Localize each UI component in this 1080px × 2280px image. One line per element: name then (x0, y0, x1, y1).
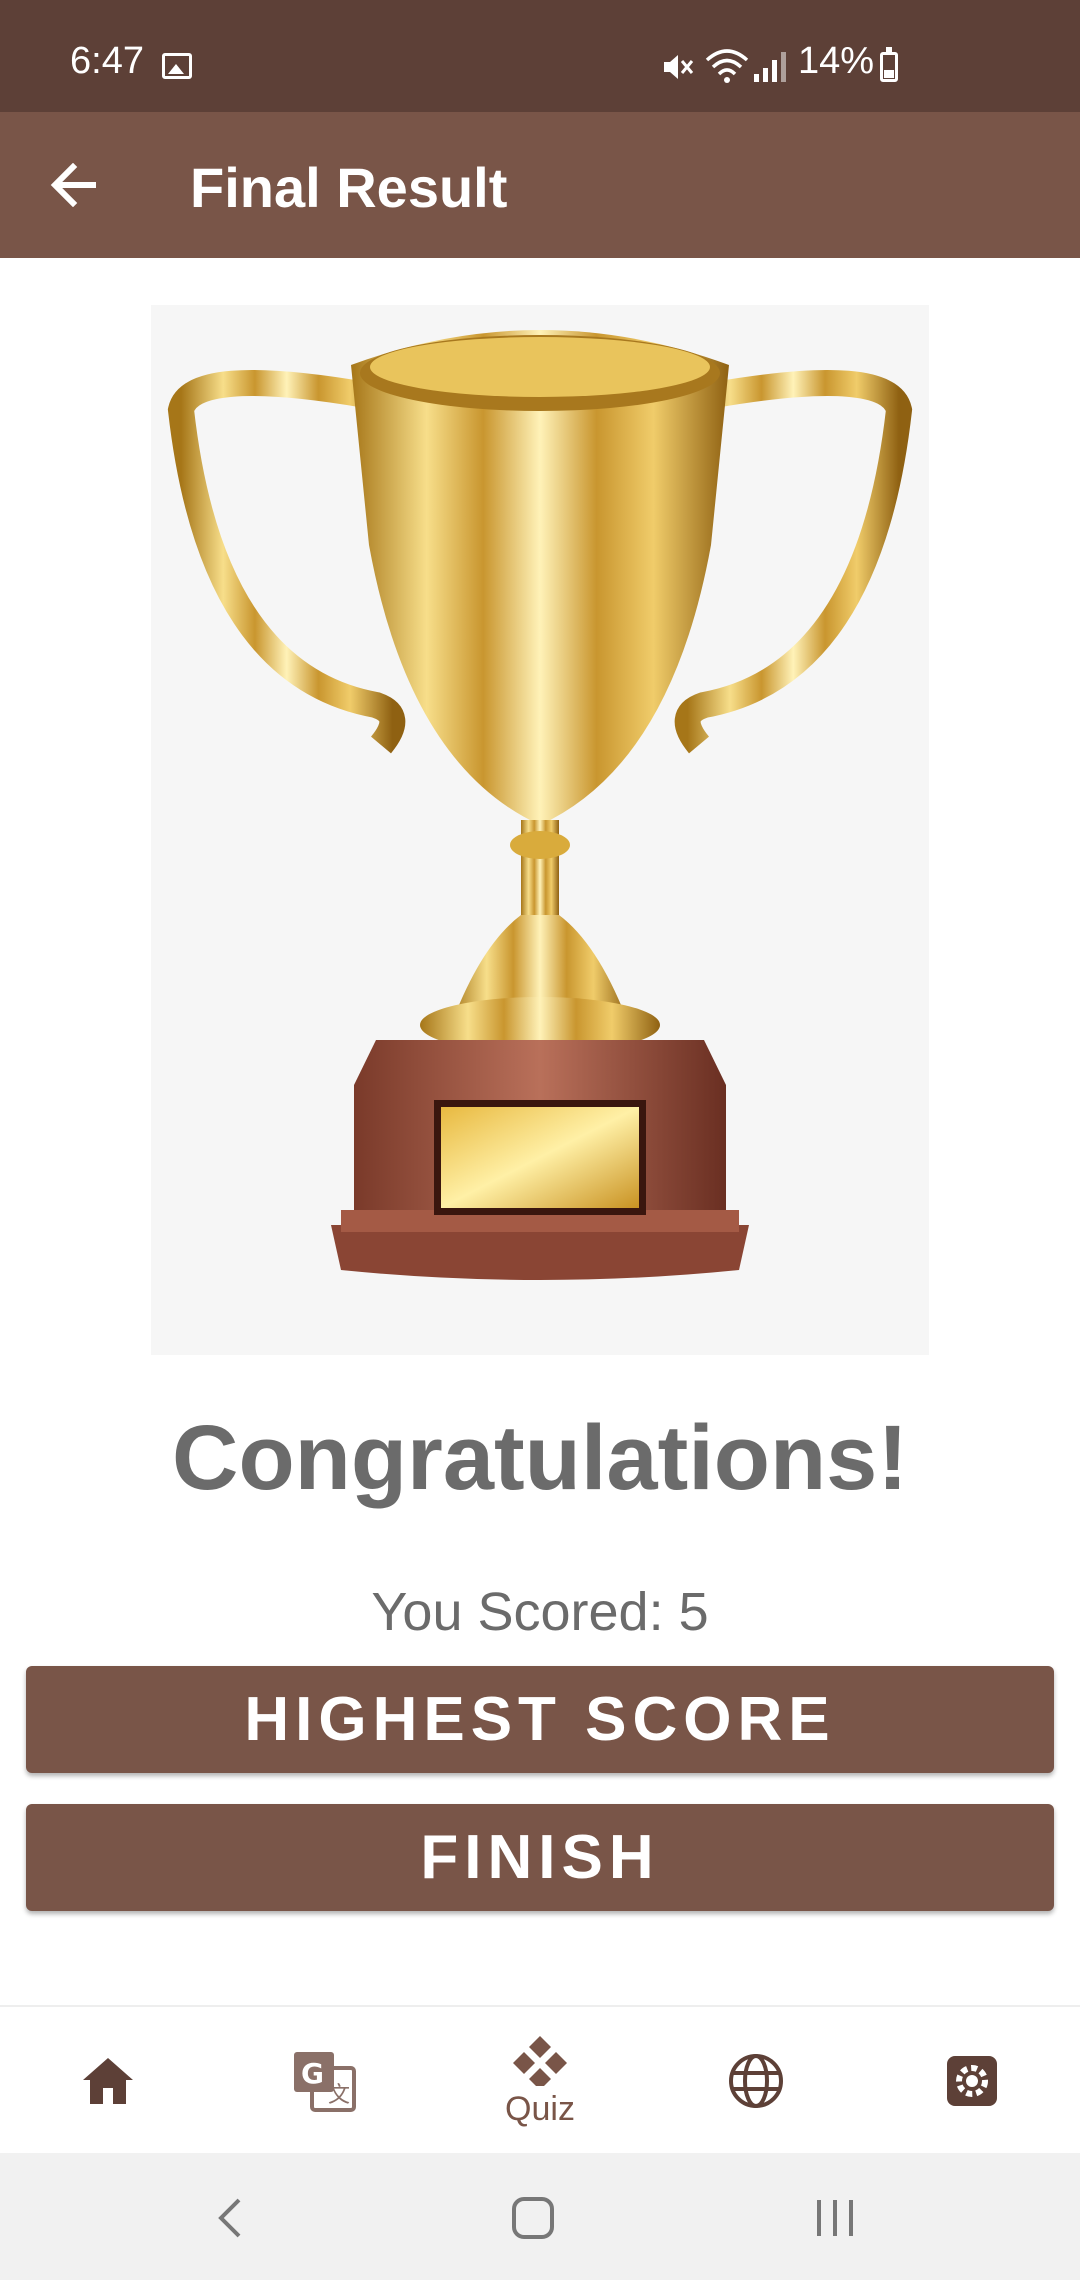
quiz-icon (513, 2035, 567, 2086)
system-recents-button[interactable] (800, 2183, 870, 2253)
finish-button[interactable]: FINISH (26, 1804, 1054, 1911)
status-time: 6:47 (70, 40, 144, 82)
app-bar: Final Result (0, 112, 1080, 258)
nav-item-settings[interactable] (864, 2007, 1080, 2155)
congratulations-heading: Congratulations! (172, 1407, 908, 1509)
mute-icon (664, 55, 694, 79)
home-square-icon (512, 2197, 554, 2239)
image-notification-icon (162, 53, 192, 79)
globe-icon (729, 2054, 783, 2108)
translate-icon: G 文 (294, 2052, 356, 2112)
battery-percentage: 14% (798, 40, 875, 82)
signal-icon (754, 52, 786, 82)
status-bar: 6:47 14% (0, 0, 1080, 112)
settings-icon (947, 2056, 997, 2106)
highest-score-button[interactable]: HIGHEST SCORE (26, 1666, 1054, 1773)
nav-item-home[interactable] (0, 2007, 216, 2155)
nav-item-quiz[interactable]: Quiz (432, 2007, 648, 2155)
bottom-nav: G 文 Quiz (0, 2005, 1080, 2153)
system-back-button[interactable] (195, 2183, 265, 2253)
trophy-image (151, 305, 929, 1355)
back-button[interactable] (40, 152, 106, 218)
score-text: You Scored: 5 (371, 1582, 709, 1642)
system-home-button[interactable] (498, 2183, 568, 2253)
svg-text:G: G (301, 2057, 324, 2090)
battery-icon (880, 47, 898, 82)
wifi-icon (705, 49, 749, 83)
nav-label-quiz: Quiz (505, 2089, 575, 2128)
page-title: Final Result (190, 156, 508, 219)
svg-text:文: 文 (328, 2083, 350, 2108)
nav-item-globe[interactable] (648, 2007, 864, 2155)
chevron-left-icon (218, 2198, 241, 2238)
arrow-left-icon (50, 163, 96, 207)
system-nav-bar (0, 2153, 1080, 2280)
trophy-icon (167, 330, 913, 1280)
recents-icon (817, 2200, 853, 2236)
home-icon (83, 2058, 133, 2104)
nav-item-translate[interactable]: G 文 (216, 2007, 432, 2155)
